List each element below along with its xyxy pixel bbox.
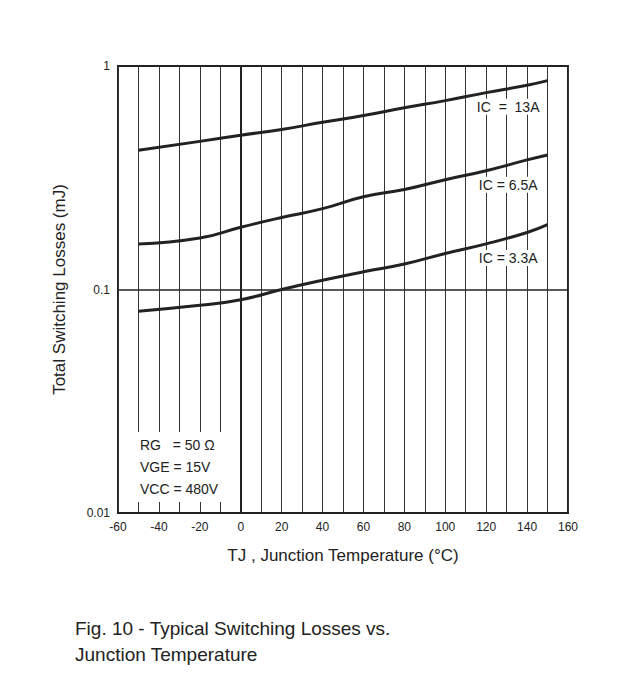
svg-text:Fig. 10 - Typical Switching Lo: Fig. 10 - Typical Switching Losses vs. <box>75 618 390 639</box>
svg-text:80: 80 <box>398 520 412 534</box>
svg-text:140: 140 <box>517 520 537 534</box>
svg-text:160: 160 <box>558 520 578 534</box>
svg-text:-20: -20 <box>191 520 209 534</box>
svg-text:Junction Temperature: Junction Temperature <box>75 644 257 665</box>
svg-text:60: 60 <box>357 520 371 534</box>
svg-text:TJ , Junction Temperature (°C): TJ , Junction Temperature (°C) <box>227 546 458 565</box>
svg-text:0.1: 0.1 <box>93 283 110 297</box>
svg-text:120: 120 <box>476 520 496 534</box>
svg-text:-40: -40 <box>150 520 168 534</box>
svg-text:0: 0 <box>237 520 244 534</box>
svg-text:RG = 50 Ω: RG = 50 Ω <box>140 437 215 453</box>
svg-text:VGE = 15V: VGE = 15V <box>140 459 211 475</box>
svg-text:100: 100 <box>435 520 455 534</box>
svg-text:Total Switching Losses (mJ): Total Switching Losses (mJ) <box>50 184 69 395</box>
svg-text:0.01: 0.01 <box>87 506 111 520</box>
svg-text:IC = 3.3A: IC = 3.3A <box>479 250 538 266</box>
svg-text:1: 1 <box>103 59 110 73</box>
svg-text:40: 40 <box>316 520 330 534</box>
svg-text:20: 20 <box>275 520 289 534</box>
svg-text:IC = 13A: IC = 13A <box>477 99 540 115</box>
svg-text:IC = 6.5A: IC = 6.5A <box>479 177 538 193</box>
svg-text:-60: -60 <box>109 520 127 534</box>
svg-text:VCC = 480V: VCC = 480V <box>140 481 219 497</box>
